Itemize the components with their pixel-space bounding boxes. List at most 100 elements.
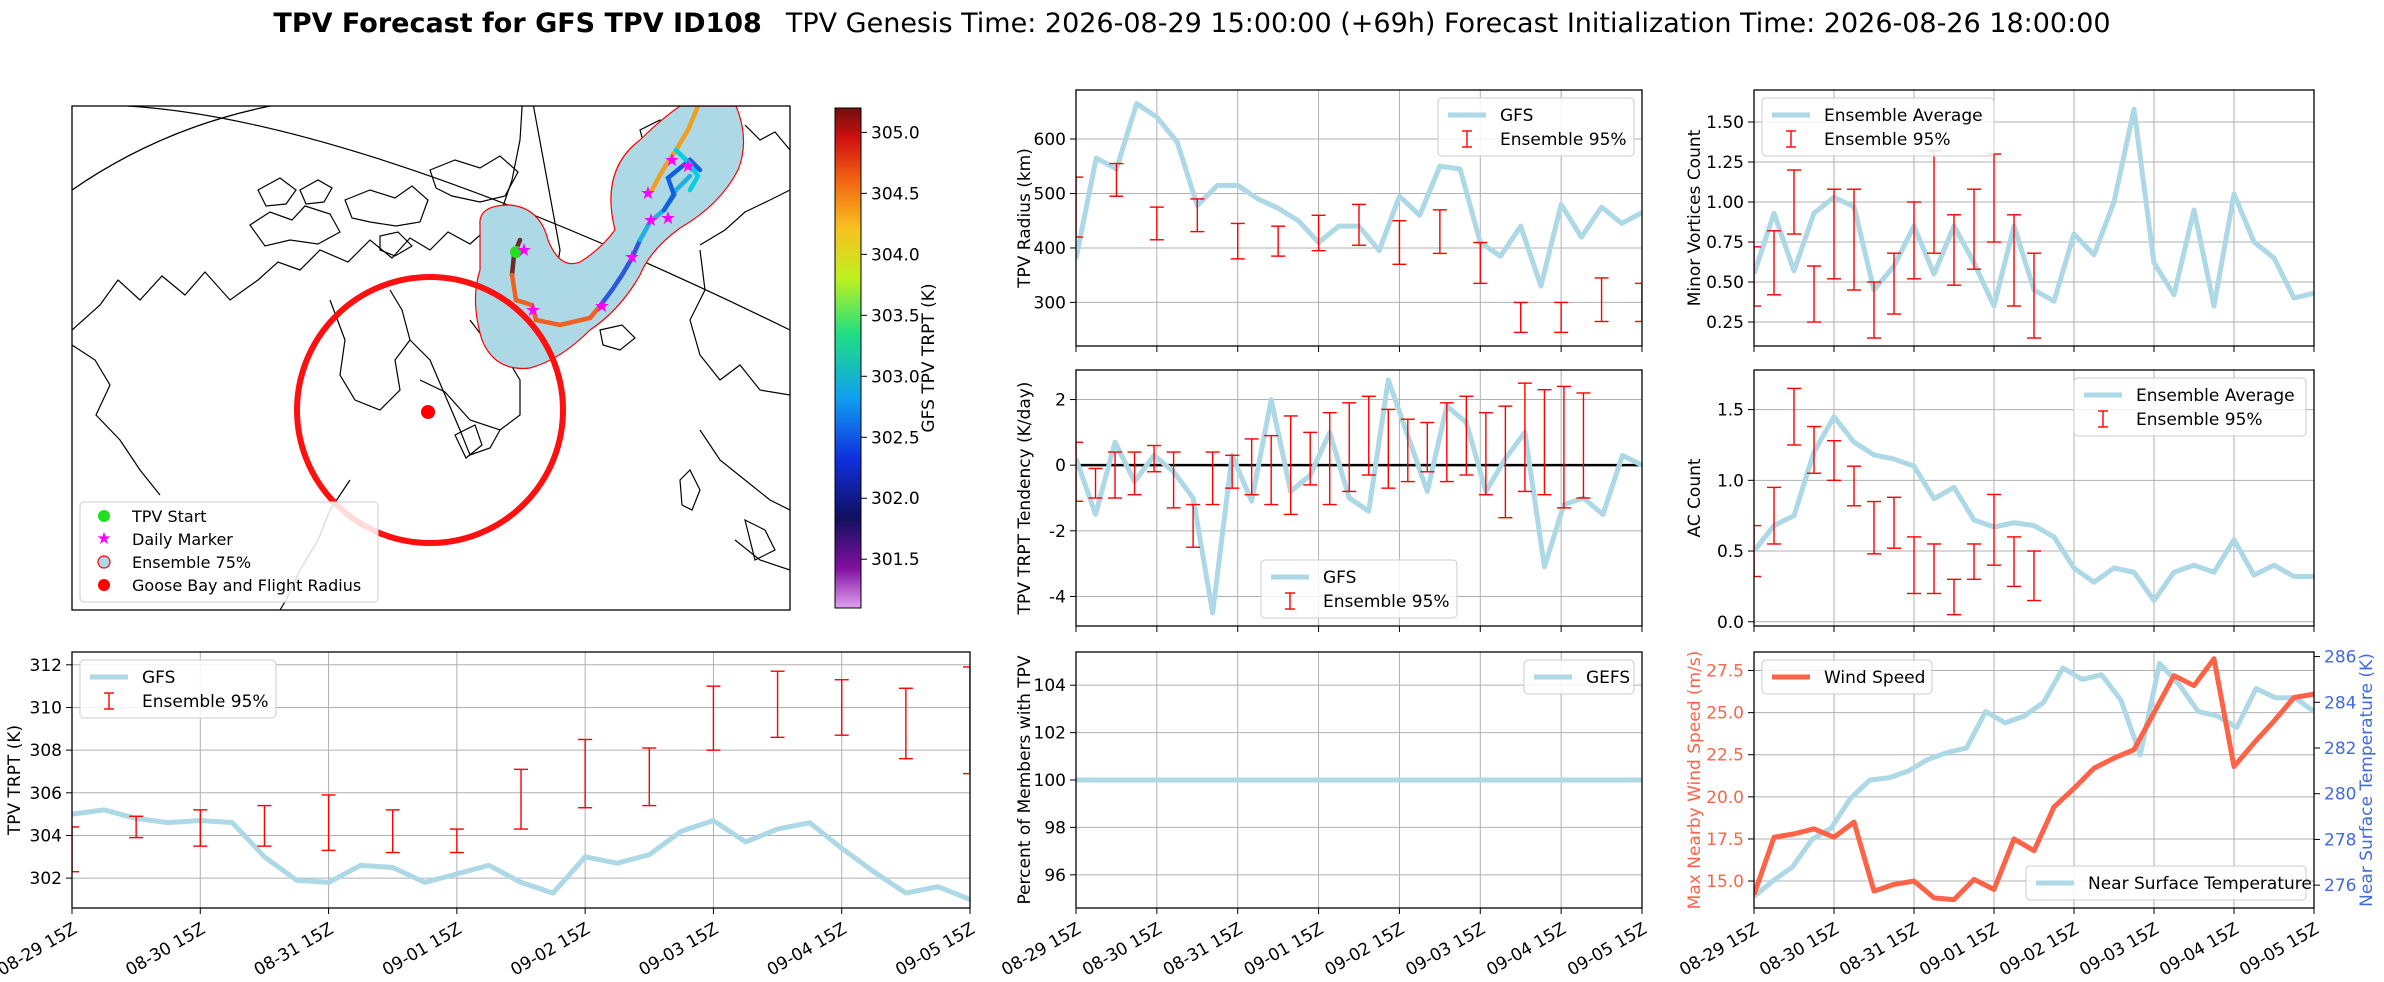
legend-label: Ensemble Average bbox=[1824, 106, 1983, 126]
y-tick-label: 400 bbox=[1034, 239, 1066, 259]
legend-label: GFS bbox=[1323, 568, 1356, 588]
x-tick-label: 09-01 15Z bbox=[1916, 919, 2002, 980]
y-tick-label: 0.5 bbox=[1717, 542, 1744, 562]
ensemble-errorbar bbox=[1827, 440, 1841, 482]
axes-frame bbox=[1075, 89, 1643, 347]
axes-frame bbox=[1075, 651, 1643, 909]
ensemble-errorbar bbox=[1381, 408, 1396, 489]
ensemble-errorbar bbox=[1987, 493, 2001, 566]
ensemble-errorbar bbox=[1847, 188, 1861, 291]
y-tick-label: 308 bbox=[30, 741, 62, 761]
y-axis-label: TPV TRPT Tendency (K/day) bbox=[1015, 382, 1035, 616]
legend-label: Ensemble 95% bbox=[2136, 410, 2263, 430]
ensemble-errorbar bbox=[1807, 265, 1821, 323]
x-tick-label: 09-03 15Z bbox=[636, 919, 722, 980]
legend: GFS Ensemble 95% bbox=[1437, 97, 1635, 157]
ensemble-errorbar bbox=[1088, 467, 1103, 499]
svg-text:★: ★ bbox=[664, 150, 680, 171]
ensemble-errorbar bbox=[1459, 395, 1474, 476]
ensemble-errorbar bbox=[1635, 282, 1642, 323]
map-legend: ★ TPV Start Daily Marker Ensemble 75% Go… bbox=[79, 501, 379, 603]
ensemble-errorbar bbox=[1554, 301, 1569, 334]
ensemble-errorbar bbox=[1147, 444, 1162, 473]
ensemble-errorbar bbox=[578, 738, 593, 809]
y-tick-label-right: 278 bbox=[2324, 830, 2356, 850]
legend-label: Near Surface Temperature bbox=[2088, 874, 2312, 894]
legend-label: Ensemble Average bbox=[2136, 386, 2295, 406]
legend-box bbox=[2073, 377, 2307, 437]
ensemble-errorbar bbox=[2027, 550, 2041, 602]
y-axis-label: TPV TRPT (K) bbox=[5, 725, 25, 836]
legend-box bbox=[1761, 97, 1995, 157]
y-tick-label-right: 286 bbox=[2324, 648, 2356, 668]
svg-text:★: ★ bbox=[640, 183, 656, 204]
colorbar-tick-label: 302.5 bbox=[871, 428, 920, 448]
ensemble-errorbar bbox=[1513, 301, 1528, 334]
ensemble-errorbar bbox=[1109, 162, 1124, 197]
svg-text:★: ★ bbox=[643, 210, 659, 231]
ensemble-errorbar bbox=[1352, 203, 1366, 246]
legend-label: GEFS bbox=[1586, 668, 1630, 688]
colorbar-tick-label: 303.0 bbox=[871, 367, 920, 387]
ensemble-errorbar bbox=[1537, 388, 1552, 496]
figure-title: TPV Forecast for GFS TPV ID108 TPV Genesi… bbox=[273, 8, 2110, 39]
ensemble-errorbar bbox=[1787, 387, 1801, 446]
y-tick-label: 0 bbox=[1055, 456, 1066, 476]
x-tick-label: 09-03 15Z bbox=[2076, 919, 2162, 980]
x-tick-label: 09-05 15Z bbox=[1564, 919, 1650, 980]
ensemble-errorbar bbox=[1420, 421, 1435, 473]
panel-trpt: 08-29 15Z 08-30 15Z 08-31 15Z 09-01 15Z 09-0… bbox=[0, 651, 979, 980]
ensemble-errorbar bbox=[1190, 198, 1205, 233]
ensemble-errorbar bbox=[1967, 188, 1981, 270]
ensemble-errorbar bbox=[770, 670, 785, 739]
y-tick-label: 27.5 bbox=[1706, 662, 1744, 682]
ensemble-errorbar bbox=[1271, 225, 1286, 257]
wind-speed-line bbox=[1754, 656, 2314, 903]
ensemble-errorbar bbox=[1517, 382, 1532, 493]
ensemble-errorbar bbox=[1127, 451, 1142, 496]
y-tick-label-right: 282 bbox=[2324, 739, 2356, 759]
ensemble-errorbar bbox=[834, 679, 849, 736]
colorbar-ticks: 301.5 302.0 302.5 303.0 303.5 304.0 304.5 305.0 bbox=[861, 123, 920, 570]
axes-frame bbox=[1753, 369, 2315, 627]
y-tick-label: 1.5 bbox=[1717, 401, 1744, 421]
x-tick-label: 08-29 15Z bbox=[998, 919, 1084, 980]
x-tick-label: 08-30 15Z bbox=[122, 919, 208, 980]
series-line bbox=[1754, 414, 2314, 604]
series-line bbox=[1076, 377, 1642, 616]
ensemble-errorbar bbox=[1556, 385, 1571, 509]
y-tick-label: 102 bbox=[1034, 724, 1066, 744]
ensemble-errorbar bbox=[193, 809, 208, 847]
ensemble-errorbar bbox=[129, 815, 144, 839]
x-tick-label: 08-31 15Z bbox=[1160, 919, 1246, 980]
ensemble-errorbar bbox=[1787, 169, 1801, 235]
y-tick-label: 96 bbox=[1044, 866, 1066, 886]
ensemble-errorbar bbox=[1264, 434, 1279, 506]
x-tick-label: 09-04 15Z bbox=[764, 919, 850, 980]
ensemble-errorbar bbox=[2007, 536, 2021, 588]
ensemble-errorbar bbox=[1076, 441, 1083, 502]
ensemble-errorbar bbox=[1767, 486, 1781, 545]
legend-label: Ensemble 95% bbox=[1500, 130, 1627, 150]
x-tick-label: 09-01 15Z bbox=[1241, 919, 1327, 980]
y-tick-label: 0.75 bbox=[1706, 233, 1744, 253]
ensemble-errorbar bbox=[1947, 578, 1961, 616]
ensemble-errorbar bbox=[1827, 188, 1841, 280]
figure-title-bold: TPV Forecast for GFS TPV ID108 bbox=[273, 8, 761, 39]
goose-bay-marker bbox=[421, 405, 435, 419]
colorbar-tick-label: 305.0 bbox=[871, 123, 920, 143]
y-axis-label: TPV Radius (km) bbox=[1015, 148, 1035, 289]
y-tick-label-right: 276 bbox=[2324, 876, 2356, 896]
legend-box bbox=[79, 659, 277, 719]
ensemble-errorbar bbox=[1927, 543, 1941, 595]
ensemble-errorbar bbox=[1076, 176, 1083, 238]
ensemble-errorbar bbox=[2027, 252, 2041, 339]
ensemble-errorbar bbox=[1478, 411, 1493, 496]
y-tick-label: 302 bbox=[30, 869, 62, 889]
y-tick-label: 25.0 bbox=[1706, 704, 1744, 724]
ensemble-errorbar bbox=[706, 685, 721, 751]
ensemble-errorbar bbox=[963, 666, 970, 775]
axes-frame bbox=[1075, 369, 1643, 627]
